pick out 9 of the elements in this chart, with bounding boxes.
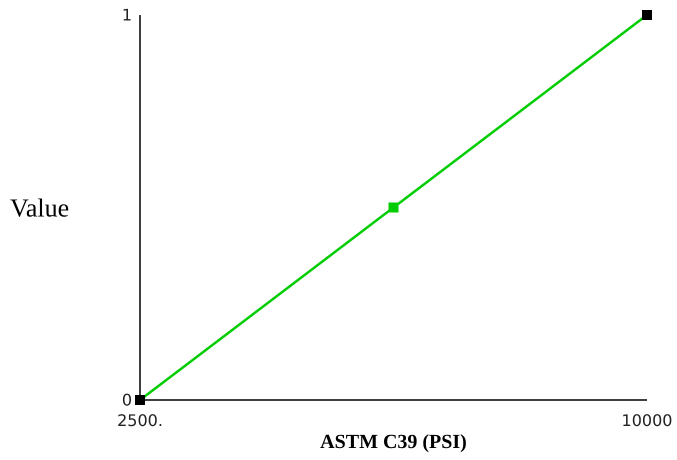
x-tick-label: 10000 bbox=[622, 411, 672, 430]
y-tick-label: 1 bbox=[122, 6, 132, 25]
point bbox=[642, 10, 652, 20]
point bbox=[388, 202, 398, 212]
x-axis-title: ASTM C39 (PSI) bbox=[320, 431, 467, 453]
y-axis-title: Value bbox=[10, 194, 70, 223]
point bbox=[135, 395, 145, 405]
y-tick-label: 0 bbox=[122, 390, 132, 410]
x-tick-label: 2500. bbox=[117, 411, 163, 430]
